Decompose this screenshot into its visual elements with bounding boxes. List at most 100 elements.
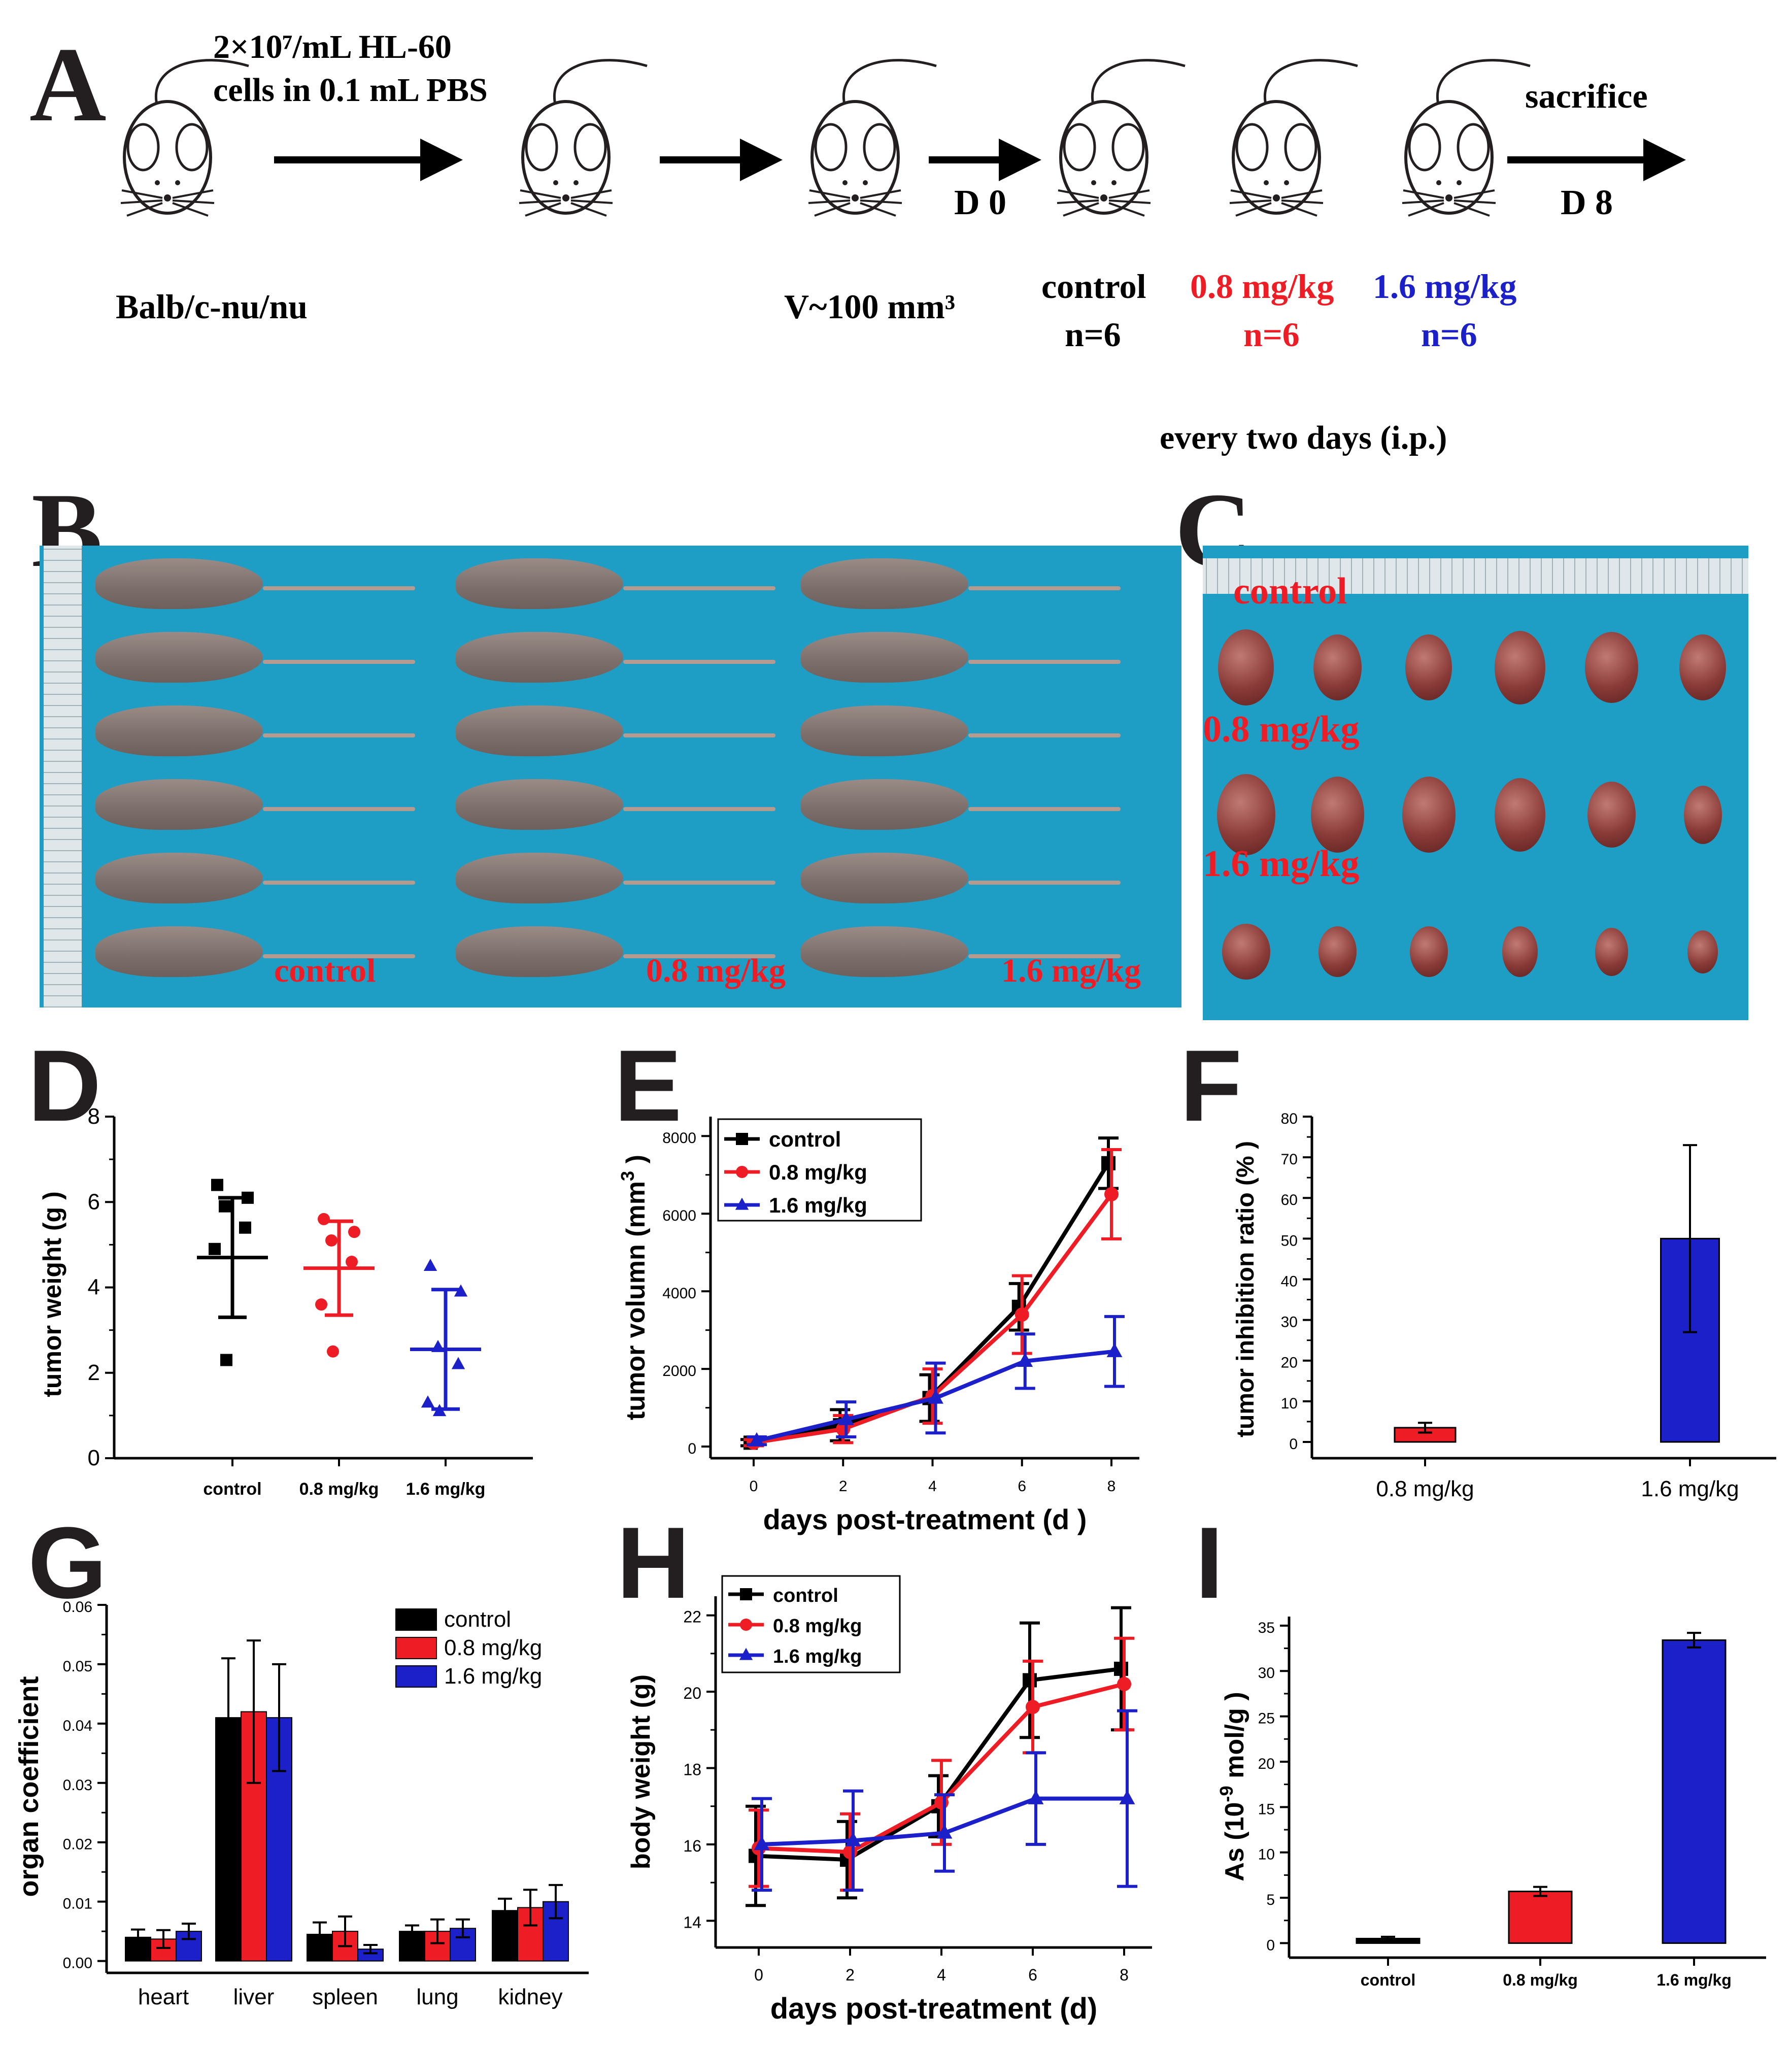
mouse-tail bbox=[263, 807, 415, 811]
y-axis-label: As (10-9 mol/g ) bbox=[1216, 1692, 1249, 1881]
data-point bbox=[736, 1133, 748, 1145]
mouse-photo bbox=[95, 558, 263, 609]
data-point bbox=[749, 1432, 765, 1447]
tumor-photo bbox=[1595, 927, 1628, 976]
mouse-tail bbox=[968, 660, 1121, 664]
mouse-photo bbox=[801, 926, 968, 977]
legend-label: 1.6 mg/kg bbox=[769, 1193, 867, 1217]
mouse-photo bbox=[456, 632, 623, 683]
legend-label: 1.6 mg/kg bbox=[773, 1646, 862, 1667]
y-tick-label: 0 bbox=[688, 1440, 696, 1457]
y-tick-label: 10 bbox=[1281, 1395, 1298, 1412]
y-tick-label: 35 bbox=[1258, 1620, 1275, 1636]
panel-letter-g: G bbox=[28, 1506, 107, 1620]
y-tick-label: 16 bbox=[683, 1837, 701, 1855]
tumors-photo: control 0.8 mg/kg 1.6 mg/kg bbox=[1203, 546, 1748, 1020]
chart-g: 0.00 0.01 0.02 0.03 0.04 0.05 0.06 organ coeffi… bbox=[14, 1599, 589, 2009]
mouse-tail bbox=[623, 807, 775, 811]
tumor-photo bbox=[1402, 777, 1456, 853]
group-control-n: n=6 bbox=[1065, 315, 1121, 354]
x-tick-label: 0 bbox=[750, 1478, 758, 1495]
x-tick-label: 2 bbox=[839, 1478, 848, 1495]
group-control-label: control bbox=[1041, 267, 1146, 306]
mouse-photo bbox=[95, 632, 263, 683]
legend-swatch bbox=[395, 1637, 437, 1659]
photo-c-label-low: 0.8 mg/kg bbox=[1203, 709, 1360, 750]
panel-letter-a: A bbox=[29, 26, 107, 144]
mouse-tail bbox=[623, 586, 775, 590]
data-point bbox=[209, 1242, 221, 1255]
y-tick-label: 15 bbox=[1258, 1801, 1275, 1818]
data-point bbox=[736, 1166, 748, 1178]
mouse-tail bbox=[623, 660, 775, 664]
photo-c-label-control: control bbox=[1233, 570, 1347, 612]
volume-label: V~100 mm³ bbox=[784, 287, 956, 326]
mouse-tail bbox=[623, 954, 775, 958]
mouse-photo bbox=[801, 632, 968, 683]
y-tick-label: 18 bbox=[683, 1760, 701, 1778]
mouse-photo bbox=[456, 558, 623, 609]
y-tick-label: 6000 bbox=[662, 1207, 696, 1224]
legend-swatch bbox=[395, 1608, 437, 1631]
y-tick-label: 70 bbox=[1281, 1151, 1298, 1168]
mouse-tail bbox=[263, 881, 415, 885]
data-point bbox=[1119, 1790, 1135, 1804]
chart-e: 0 2000 4000 6000 8000 0 2 4 6 8 days post-treatmen… bbox=[617, 1117, 1139, 1535]
tumor-photo bbox=[1318, 926, 1357, 977]
tumor-photo bbox=[1313, 634, 1362, 700]
photo-b-label-high: 1.6 mg/kg bbox=[1001, 952, 1141, 989]
y-tick-label: 30 bbox=[1258, 1665, 1275, 1682]
data-point bbox=[1026, 1700, 1040, 1715]
panel-letter-h: H bbox=[617, 1506, 690, 1620]
data-point bbox=[219, 1200, 231, 1213]
data-point bbox=[348, 1226, 360, 1238]
injection-line-1: 2×10⁷/mL HL-60 bbox=[213, 28, 452, 65]
mouse-photo bbox=[801, 558, 968, 609]
mouse-tail bbox=[968, 954, 1121, 958]
mouse-photo bbox=[801, 706, 968, 756]
chart-d: 0 2 4 6 8 tumor weight (g ) control 0.8 mg/kg 1.… bbox=[38, 1104, 533, 1499]
legend-label: 1.6 mg/kg bbox=[444, 1664, 542, 1689]
x-tick-label: control bbox=[1361, 1971, 1415, 1989]
data-point bbox=[325, 1234, 337, 1247]
legend-swatch bbox=[395, 1665, 437, 1688]
sacrifice-label: sacrifice bbox=[1525, 77, 1648, 115]
y-tick-label: 14 bbox=[683, 1913, 701, 1931]
group-low-n: n=6 bbox=[1243, 315, 1300, 354]
tumor-photo bbox=[1502, 926, 1538, 977]
chart-h: 14 16 18 20 22 0 2 4 6 8 days post-treatment (d) bo… bbox=[626, 1575, 1152, 2025]
data-point bbox=[421, 1395, 435, 1408]
mouse-icon bbox=[1230, 60, 1358, 216]
mouse-icon bbox=[519, 60, 647, 216]
y-axis-label: body weight (g) bbox=[626, 1674, 656, 1869]
y-tick-label: 0.03 bbox=[63, 1777, 92, 1794]
mouse-tail bbox=[968, 733, 1121, 737]
photo-c-label-high: 1.6 mg/kg bbox=[1203, 843, 1360, 885]
y-tick-label: 0.00 bbox=[63, 1955, 92, 1972]
y-tick-label: 30 bbox=[1281, 1314, 1298, 1331]
chart-i: 0 5 10 15 20 25 30 35 As (10-9 mol/g ) control 0.8… bbox=[1216, 1617, 1766, 1989]
y-tick-label: 20 bbox=[683, 1684, 701, 1702]
y-tick-label: 0 bbox=[1289, 1436, 1298, 1453]
data-point bbox=[845, 1832, 861, 1846]
x-tick-label: spleen bbox=[312, 1985, 378, 2009]
tumor-photo bbox=[1409, 926, 1448, 977]
mouse-photo bbox=[456, 926, 623, 977]
x-tick-label: 6 bbox=[1018, 1478, 1026, 1495]
data-point bbox=[220, 1354, 232, 1366]
mouse-tail bbox=[968, 807, 1121, 811]
data-point bbox=[318, 1213, 330, 1225]
data-point bbox=[1104, 1187, 1119, 1201]
y-tick-label: 60 bbox=[1281, 1192, 1298, 1208]
strain-label: Balb/c-nu/nu bbox=[116, 287, 308, 326]
tumor-photo bbox=[1679, 634, 1726, 700]
y-tick-label: 22 bbox=[683, 1608, 701, 1626]
y-tick-label: 25 bbox=[1258, 1710, 1275, 1727]
day0-label: D 0 bbox=[954, 183, 1007, 222]
tumor-photo bbox=[1495, 778, 1545, 852]
mouse-icon bbox=[1402, 60, 1530, 216]
mice-photo: control 0.8 mg/kg 1.6 mg/kg bbox=[40, 546, 1181, 1007]
data-point bbox=[1017, 1353, 1033, 1367]
mouse-photo bbox=[95, 706, 263, 756]
mouse-photo bbox=[95, 853, 263, 903]
